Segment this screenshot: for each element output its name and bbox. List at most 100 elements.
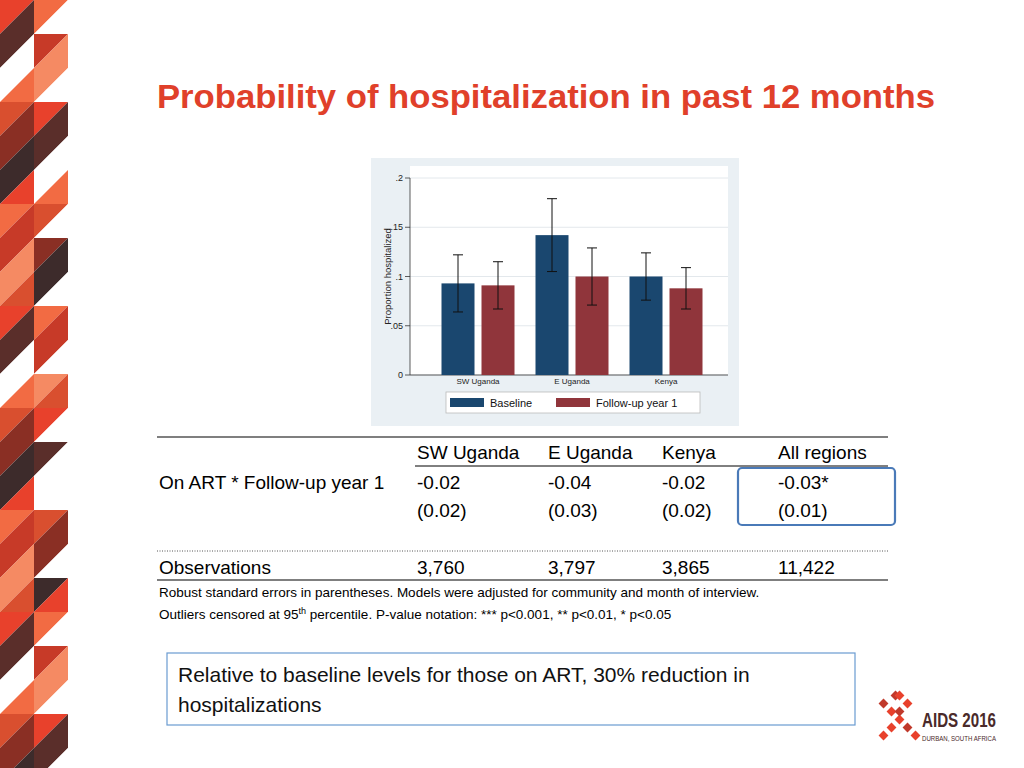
decor-triangle bbox=[0, 612, 34, 646]
decor-triangle bbox=[0, 442, 34, 476]
y-tick bbox=[405, 227, 410, 228]
y-tick-label: .2 bbox=[395, 173, 403, 183]
decor-triangle bbox=[34, 578, 68, 612]
decor-triangle bbox=[0, 510, 34, 544]
decor-triangle bbox=[34, 34, 68, 68]
error-cap bbox=[493, 309, 503, 310]
slide-title: Probability of hospitalization in past 1… bbox=[157, 78, 935, 115]
column-header: E Uganda bbox=[548, 442, 633, 463]
error-stem bbox=[592, 248, 593, 305]
decor-triangle bbox=[34, 442, 68, 476]
decor-triangle bbox=[34, 374, 68, 408]
decor-triangle bbox=[34, 408, 68, 442]
cell: (0.01) bbox=[778, 500, 828, 521]
error-cap bbox=[641, 252, 651, 253]
decor-triangle bbox=[34, 680, 68, 714]
decor-triangle bbox=[0, 408, 34, 442]
callout-text: Relative to baseline levels for those on… bbox=[178, 663, 750, 716]
decor-triangle bbox=[0, 306, 34, 340]
decor-triangle bbox=[0, 374, 34, 408]
decor-triangle bbox=[34, 0, 68, 34]
decor-triangle bbox=[0, 544, 34, 578]
error-cap bbox=[453, 311, 463, 312]
decor-triangle bbox=[34, 136, 68, 170]
legend-label: Follow-up year 1 bbox=[596, 397, 677, 409]
error-cap bbox=[641, 300, 651, 301]
decor-triangle bbox=[34, 680, 68, 714]
decor-triangle bbox=[34, 204, 68, 238]
decor-triangle bbox=[34, 68, 68, 102]
cell: (0.02) bbox=[662, 500, 712, 521]
decor-triangle bbox=[34, 0, 68, 34]
decor-triangle bbox=[34, 578, 68, 612]
error-stem bbox=[646, 253, 647, 300]
decor-triangle bbox=[34, 646, 68, 680]
x-tick-label: SW Uganda bbox=[456, 377, 500, 386]
decor-triangle bbox=[0, 340, 34, 374]
table-note: Outliers censored at 95th percentile. P-… bbox=[159, 606, 671, 622]
y-axis bbox=[410, 178, 411, 375]
callout-box bbox=[167, 653, 855, 725]
row-label: On ART * Follow-up year 1 bbox=[159, 472, 384, 493]
decor-triangle bbox=[0, 238, 34, 272]
decor-triangle bbox=[34, 136, 68, 170]
decor-triangle bbox=[0, 714, 34, 748]
x-tick-label: E Uganda bbox=[554, 377, 590, 386]
decor-triangle bbox=[34, 714, 68, 748]
legend-label: Baseline bbox=[490, 397, 532, 409]
y-tick-label: 0 bbox=[398, 370, 403, 380]
cell: 11,422 bbox=[778, 557, 835, 578]
decor-triangle bbox=[0, 374, 34, 408]
error-stem bbox=[552, 199, 553, 272]
plot-area bbox=[410, 166, 728, 375]
table-rule bbox=[157, 551, 888, 552]
bars bbox=[442, 199, 703, 375]
column-header: SW Uganda bbox=[417, 442, 520, 463]
regression-table: SW UgandaE UgandaKenyaAll regionsOn ART … bbox=[157, 437, 895, 622]
decor-triangle bbox=[0, 476, 34, 510]
decor-triangle bbox=[34, 374, 68, 408]
error-bar bbox=[547, 199, 557, 272]
error-bar bbox=[493, 262, 503, 309]
decor-triangle bbox=[0, 204, 34, 238]
y-tick bbox=[405, 276, 410, 277]
cell: -0.03* bbox=[778, 472, 829, 493]
decor-triangle bbox=[34, 238, 68, 272]
conference-logo: AIDS 2016DURBAN, SOUTH AFRICA bbox=[879, 691, 997, 742]
decor-triangle bbox=[34, 442, 68, 476]
decor-triangle bbox=[0, 578, 34, 612]
decor-triangle bbox=[34, 306, 68, 340]
decor-triangle bbox=[0, 680, 34, 714]
error-stem bbox=[686, 268, 687, 309]
decor-triangle bbox=[34, 510, 68, 544]
decor-triangle bbox=[34, 170, 68, 204]
logo-ribbon bbox=[895, 691, 905, 701]
decor-triangle bbox=[34, 476, 68, 510]
decor-triangle bbox=[0, 510, 34, 544]
table-rule bbox=[157, 436, 888, 437]
decor-triangle bbox=[34, 204, 68, 238]
decor-triangle bbox=[34, 238, 68, 272]
decor-triangle bbox=[34, 748, 68, 768]
error-cap bbox=[547, 271, 557, 272]
decor-triangle bbox=[0, 646, 34, 680]
decor-triangle bbox=[0, 102, 34, 136]
chart-background bbox=[371, 158, 739, 426]
error-cap bbox=[681, 267, 691, 268]
logo-ribbon bbox=[879, 731, 889, 741]
logo-ribbon bbox=[903, 723, 913, 733]
error-bar bbox=[587, 248, 597, 305]
decor-triangle bbox=[0, 544, 34, 578]
table-note: Robust standard errors in parentheses. M… bbox=[159, 585, 759, 600]
logo-ribbon bbox=[895, 707, 905, 717]
y-tick bbox=[405, 375, 410, 376]
error-stem bbox=[498, 262, 499, 309]
note-text: Robust standard errors in parentheses. M… bbox=[159, 585, 759, 600]
cell: (0.03) bbox=[548, 500, 598, 521]
cell: (0.02) bbox=[417, 500, 467, 521]
error-cap bbox=[493, 261, 503, 262]
cell: -0.02 bbox=[417, 472, 460, 493]
decor-triangle bbox=[34, 646, 68, 680]
decor-triangle bbox=[34, 68, 68, 102]
x-tick-label: Kenya bbox=[655, 377, 678, 386]
